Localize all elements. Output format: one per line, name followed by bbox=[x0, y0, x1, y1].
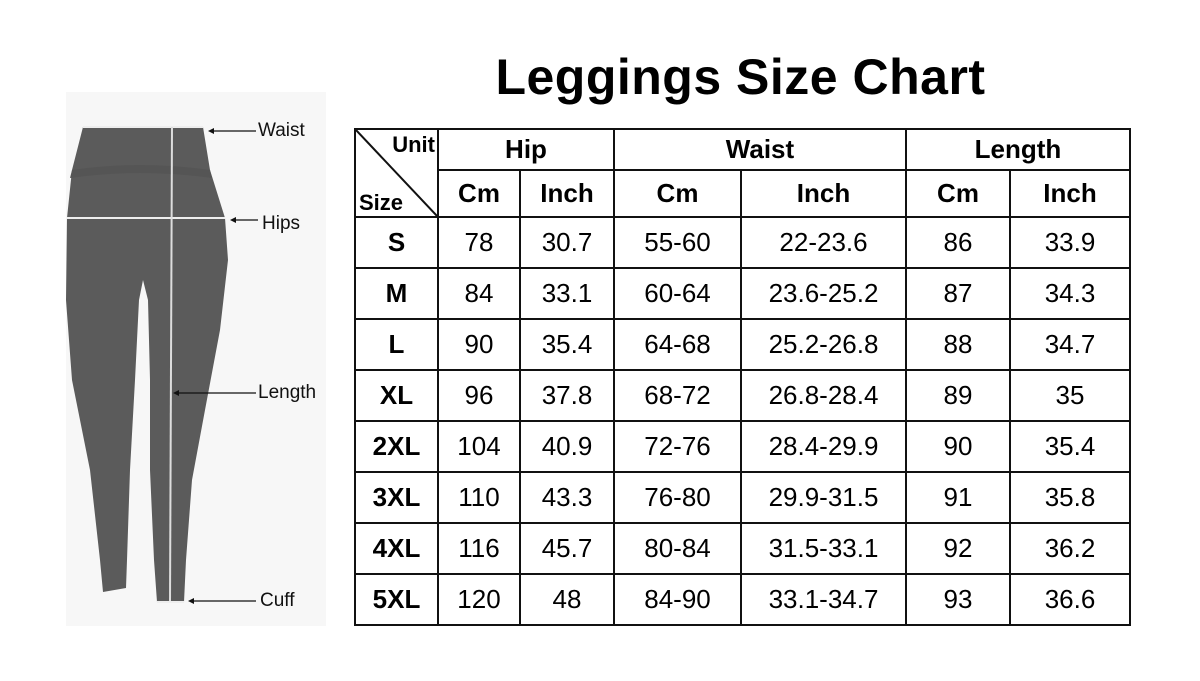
value-cell: 35.8 bbox=[1009, 471, 1131, 524]
value-cell: 86 bbox=[905, 216, 1011, 269]
value-cell: 96 bbox=[437, 369, 521, 422]
value-cell: 68-72 bbox=[613, 369, 742, 422]
value-cell: 87 bbox=[905, 267, 1011, 320]
group-header-length: Length bbox=[905, 128, 1131, 171]
value-cell: 60-64 bbox=[613, 267, 742, 320]
table-row: M 84 33.1 60-64 23.6-25.2 87 34.3 bbox=[354, 267, 1131, 320]
leggings-illustration: Waist Hips Length Cuff bbox=[66, 92, 326, 626]
leggings-drawing bbox=[66, 126, 258, 604]
value-cell: 34.7 bbox=[1009, 318, 1131, 371]
value-cell: 43.3 bbox=[519, 471, 615, 524]
value-cell: 84-90 bbox=[613, 573, 742, 626]
unit-header: Cm bbox=[437, 168, 521, 219]
diagonal-divider bbox=[356, 130, 437, 216]
value-cell: 89 bbox=[905, 369, 1011, 422]
size-label: Size bbox=[359, 190, 404, 215]
value-cell: 78 bbox=[437, 216, 521, 269]
value-cell: 45.7 bbox=[519, 522, 615, 575]
group-header-hip: Hip bbox=[437, 128, 615, 171]
value-cell: 110 bbox=[437, 471, 521, 524]
value-cell: 76-80 bbox=[613, 471, 742, 524]
size-table: Unit Size Hip Waist Length Cm Inch Cm In… bbox=[354, 128, 1131, 626]
size-cell: S bbox=[354, 216, 439, 269]
hips-label: Hips bbox=[262, 213, 301, 234]
value-cell: 120 bbox=[437, 573, 521, 626]
unit-header: Cm bbox=[613, 168, 742, 219]
value-cell: 25.2-26.8 bbox=[740, 318, 907, 371]
value-cell: 35.4 bbox=[1009, 420, 1131, 473]
value-cell: 93 bbox=[905, 573, 1011, 626]
value-cell: 72-76 bbox=[613, 420, 742, 473]
unit-header-row: Cm Inch Cm Inch Cm Inch bbox=[355, 168, 1131, 219]
value-cell: 92 bbox=[905, 522, 1011, 575]
value-cell: 33.1-34.7 bbox=[740, 573, 907, 626]
table-row: 2XL 104 40.9 72-76 28.4-29.9 90 35.4 bbox=[354, 420, 1131, 473]
corner-cell: Unit Size bbox=[354, 128, 439, 218]
value-cell: 33.9 bbox=[1009, 216, 1131, 269]
waist-label: Waist bbox=[258, 120, 305, 141]
unit-header: Inch bbox=[740, 168, 907, 219]
value-cell: 88 bbox=[905, 318, 1011, 371]
table-row: 3XL 110 43.3 76-80 29.9-31.5 91 35.8 bbox=[354, 471, 1131, 524]
value-cell: 36.2 bbox=[1009, 522, 1131, 575]
size-cell: 4XL bbox=[354, 522, 439, 575]
unit-label: Unit bbox=[392, 132, 435, 157]
unit-header: Inch bbox=[1009, 168, 1131, 219]
value-cell: 35.4 bbox=[519, 318, 615, 371]
page-title: Leggings Size Chart bbox=[495, 49, 986, 105]
size-cell: 5XL bbox=[354, 573, 439, 626]
value-cell: 33.1 bbox=[519, 267, 615, 320]
group-header-waist: Waist bbox=[613, 128, 907, 171]
value-cell: 84 bbox=[437, 267, 521, 320]
value-cell: 90 bbox=[905, 420, 1011, 473]
size-cell: 3XL bbox=[354, 471, 439, 524]
size-cell: XL bbox=[354, 369, 439, 422]
value-cell: 116 bbox=[437, 522, 521, 575]
table-row: 4XL 116 45.7 80-84 31.5-33.1 92 36.2 bbox=[354, 522, 1131, 575]
value-cell: 48 bbox=[519, 573, 615, 626]
length-label: Length bbox=[258, 382, 317, 403]
size-cell: M bbox=[354, 267, 439, 320]
table-row: XL 96 37.8 68-72 26.8-28.4 89 35 bbox=[354, 369, 1131, 422]
value-cell: 35 bbox=[1009, 369, 1131, 422]
value-cell: 30.7 bbox=[519, 216, 615, 269]
value-cell: 40.9 bbox=[519, 420, 615, 473]
unit-header: Inch bbox=[519, 168, 615, 219]
table-row: L 90 35.4 64-68 25.2-26.8 88 34.7 bbox=[354, 318, 1131, 371]
value-cell: 37.8 bbox=[519, 369, 615, 422]
unit-header: Cm bbox=[905, 168, 1011, 219]
table-row: 5XL 120 48 84-90 33.1-34.7 93 36.6 bbox=[354, 573, 1131, 626]
value-cell: 31.5-33.1 bbox=[740, 522, 907, 575]
value-cell: 23.6-25.2 bbox=[740, 267, 907, 320]
value-cell: 90 bbox=[437, 318, 521, 371]
value-cell: 55-60 bbox=[613, 216, 742, 269]
size-cell: 2XL bbox=[354, 420, 439, 473]
size-cell: L bbox=[354, 318, 439, 371]
value-cell: 26.8-28.4 bbox=[740, 369, 907, 422]
value-cell: 64-68 bbox=[613, 318, 742, 371]
table-row: S 78 30.7 55-60 22-23.6 86 33.9 bbox=[354, 216, 1131, 269]
cuff-label: Cuff bbox=[260, 590, 295, 611]
value-cell: 36.6 bbox=[1009, 573, 1131, 626]
group-header-row: Unit Size Hip Waist Length bbox=[354, 128, 1131, 218]
value-cell: 29.9-31.5 bbox=[740, 471, 907, 524]
value-cell: 91 bbox=[905, 471, 1011, 524]
value-cell: 104 bbox=[437, 420, 521, 473]
value-cell: 34.3 bbox=[1009, 267, 1131, 320]
value-cell: 22-23.6 bbox=[740, 216, 907, 269]
value-cell: 80-84 bbox=[613, 522, 742, 575]
value-cell: 28.4-29.9 bbox=[740, 420, 907, 473]
